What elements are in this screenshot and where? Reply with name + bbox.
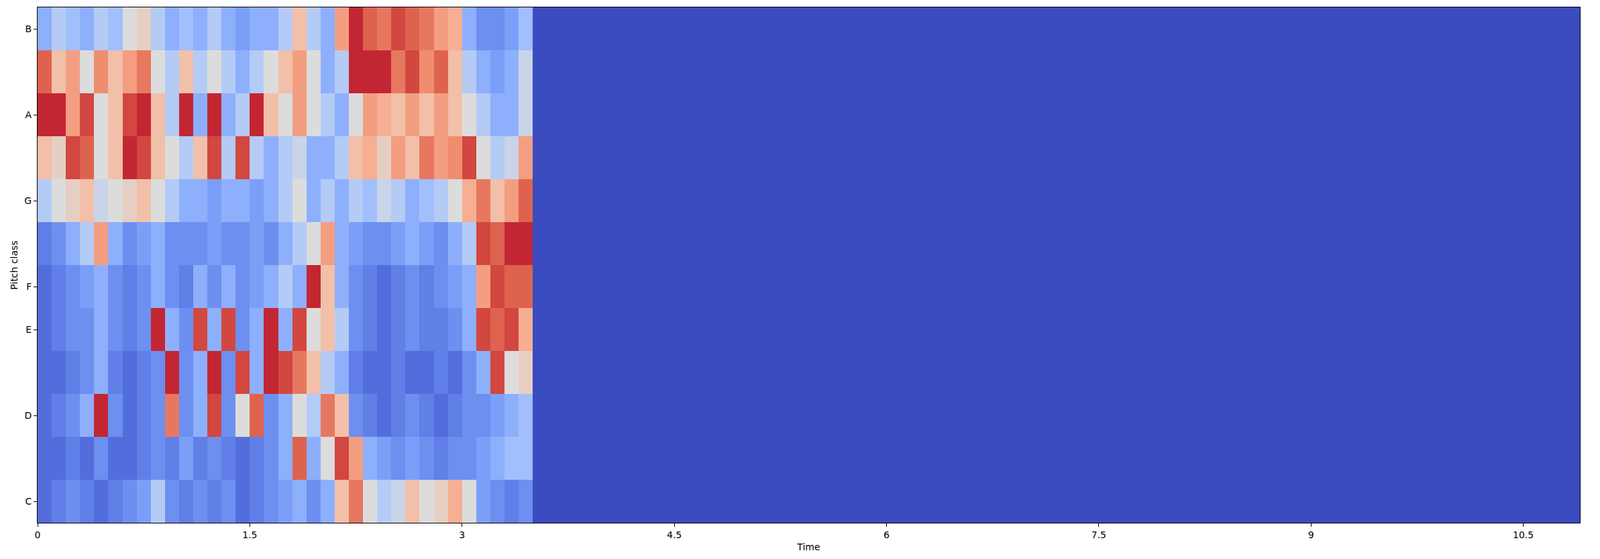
svg-text:E: E xyxy=(25,324,32,335)
svg-text:B: B xyxy=(25,23,33,35)
svg-text:1.5: 1.5 xyxy=(242,529,257,541)
svg-text:3: 3 xyxy=(458,529,465,541)
svg-text:F: F xyxy=(26,281,32,292)
svg-text:G: G xyxy=(24,195,32,206)
svg-text:D: D xyxy=(24,409,32,421)
svg-text:10.5: 10.5 xyxy=(1512,529,1534,541)
svg-text:Time: Time xyxy=(796,541,820,553)
svg-text:6: 6 xyxy=(883,529,890,541)
svg-text:Pitch class: Pitch class xyxy=(8,240,20,290)
svg-text:4.5: 4.5 xyxy=(666,529,682,541)
svg-text:A: A xyxy=(25,109,33,121)
svg-text:0: 0 xyxy=(34,529,41,541)
svg-text:7.5: 7.5 xyxy=(1091,529,1107,541)
svg-text:C: C xyxy=(24,495,32,507)
svg-text:9: 9 xyxy=(1308,529,1315,541)
